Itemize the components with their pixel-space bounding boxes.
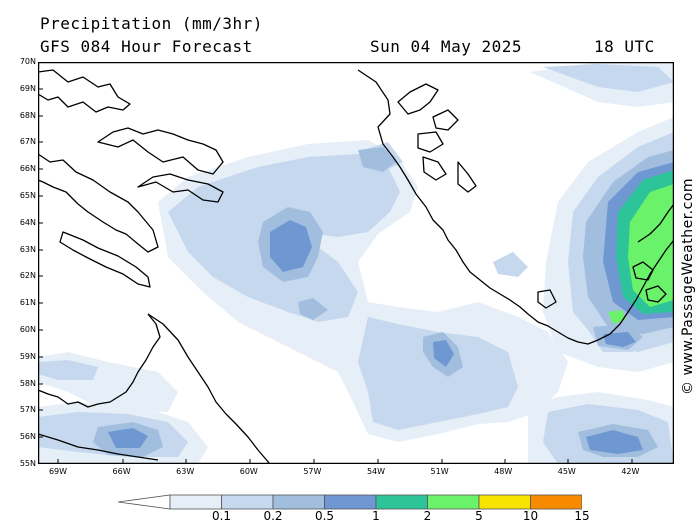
map-frame xyxy=(38,62,674,464)
lon-label: 48W xyxy=(494,467,513,476)
lat-label: 70N xyxy=(19,57,36,66)
legend-swatch xyxy=(375,494,428,510)
legend-label: 1 xyxy=(372,509,380,523)
precipitation-legend xyxy=(118,494,582,510)
legend-label: 0.2 xyxy=(263,509,283,523)
lat-label: 65N xyxy=(19,191,36,200)
lon-label: 51W xyxy=(430,467,449,476)
lat-label: 56N xyxy=(19,432,36,442)
lon-label: 57W xyxy=(303,467,322,476)
lat-label: 58N xyxy=(19,378,36,388)
watermark: © www.PassageWeather.com xyxy=(680,177,696,395)
legend-label: 5 xyxy=(475,509,483,523)
lat-label: 67N xyxy=(19,137,36,147)
legend-label: 0.5 xyxy=(314,509,335,523)
lon-label: 42W xyxy=(621,467,640,476)
lat-label: 60N xyxy=(19,325,36,334)
legend-swatch xyxy=(530,494,582,510)
lat-label: 61N xyxy=(19,298,36,308)
legend-swatch xyxy=(169,494,222,510)
precip-band-5 xyxy=(608,184,674,324)
lon-label: 60W xyxy=(239,467,258,476)
lon-label: 45W xyxy=(557,467,576,476)
forecast-subtitle: GFS 084 Hour Forecast xyxy=(40,37,253,56)
lat-label: 69N xyxy=(19,83,36,93)
legend-swatch xyxy=(272,494,325,510)
lat-label: 57N xyxy=(19,405,36,415)
legend-under-arrow xyxy=(118,494,171,510)
lat-label: 63N xyxy=(19,244,36,254)
chart-title: Precipitation (mm/3hr) xyxy=(40,14,263,33)
lat-label: 62N xyxy=(19,271,36,281)
legend-swatch xyxy=(478,494,531,510)
lon-label: 69W xyxy=(48,467,68,476)
coastlines xyxy=(38,69,674,464)
lat-label: 64N xyxy=(19,217,36,227)
legend-label: 2 xyxy=(423,509,432,523)
legend-swatch xyxy=(324,494,377,510)
forecast-date: Sun 04 May 2025 xyxy=(370,37,522,56)
legend-label: 15 xyxy=(574,509,590,523)
lat-label: 59N xyxy=(19,351,36,361)
lat-label: 68N xyxy=(19,110,36,120)
lon-label: 66W xyxy=(112,467,131,476)
forecast-hour: 18 UTC xyxy=(594,37,655,56)
legend-label: 0.1 xyxy=(211,509,232,523)
legend-swatch xyxy=(427,494,480,510)
lon-label: 54W xyxy=(366,467,386,476)
lat-label: 55N xyxy=(19,459,36,468)
legend-swatch xyxy=(221,494,274,510)
lat-label: 66N xyxy=(19,164,36,174)
lon-label: 63W xyxy=(176,467,195,476)
precipitation-map xyxy=(38,62,674,464)
legend-label: 10 xyxy=(522,509,539,523)
